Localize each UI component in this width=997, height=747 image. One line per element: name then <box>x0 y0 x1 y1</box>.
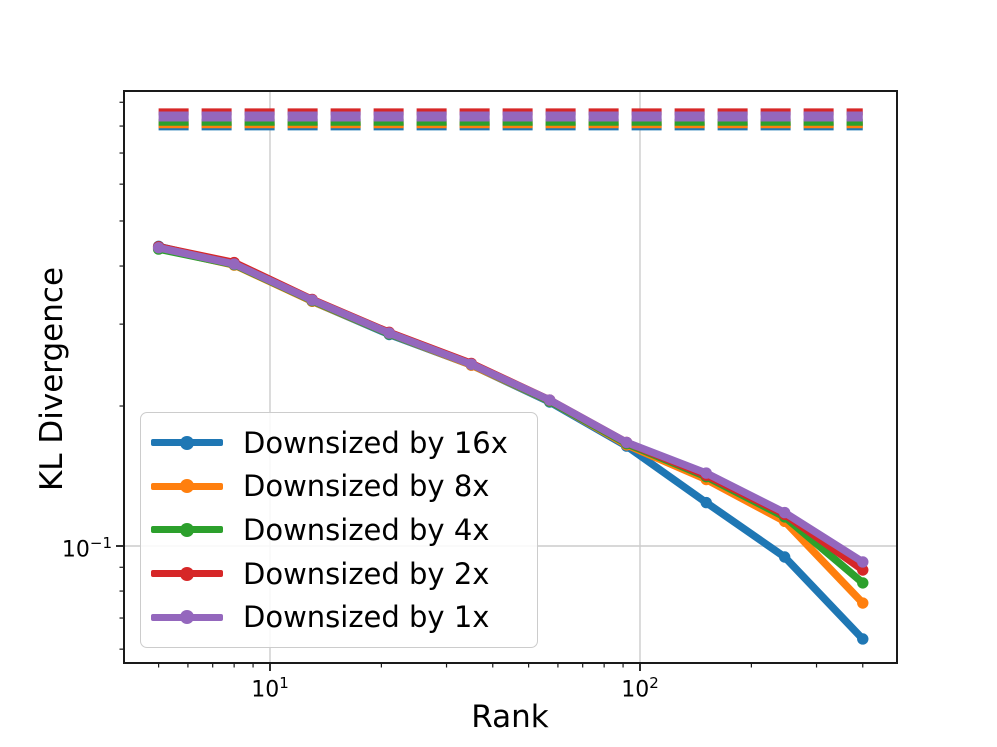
series-marker <box>857 597 869 609</box>
legend-line-swatch <box>151 479 223 494</box>
series-marker <box>778 551 791 563</box>
legend-label: Downsized by 4x <box>243 512 490 547</box>
legend-marker-dot <box>180 479 194 494</box>
series-marker <box>228 258 240 270</box>
y-axis-label: KL Divergence <box>34 266 70 492</box>
series-marker <box>306 294 318 306</box>
y-tick-base: 10 <box>61 537 90 563</box>
x-tick-exponent: 2 <box>649 674 659 692</box>
series-line <box>154 243 867 566</box>
series-marker <box>857 633 869 645</box>
legend-line-swatch <box>151 522 223 537</box>
series-marker <box>465 358 478 370</box>
series-marker <box>857 564 869 576</box>
series-marker <box>152 242 165 254</box>
x-axis-label: Rank <box>471 699 549 735</box>
legend-entry: Downsized by 1x <box>151 600 531 634</box>
legend-marker-dot <box>180 566 194 581</box>
legend-entry: Downsized by 16x <box>151 426 531 460</box>
legend-entry: Downsized by 2x <box>151 557 531 591</box>
legend-label: Downsized by 1x <box>243 600 490 635</box>
legend-line-swatch <box>151 610 223 625</box>
series-marker <box>700 496 712 509</box>
legend-marker-dot <box>180 610 194 625</box>
series-marker <box>700 467 712 479</box>
series-marker <box>383 327 395 339</box>
plot-border <box>123 90 898 664</box>
series-marker <box>543 394 556 406</box>
legend-label: Downsized by 2x <box>243 556 490 591</box>
series-marker <box>857 556 869 568</box>
x-tick-label-100: 102 <box>600 668 680 705</box>
legend: Downsized by 16x Downsized by 8x Downsiz… <box>140 412 538 648</box>
legend-marker-dot <box>180 522 194 537</box>
x-tick-base: 10 <box>251 677 280 703</box>
x-tick-exponent: 1 <box>279 674 289 692</box>
y-tick-label-0.1: 10−1 <box>36 528 112 565</box>
y-tick-exponent: −1 <box>89 534 112 552</box>
series-marker <box>857 577 869 589</box>
legend-label: Downsized by 16x <box>243 425 508 460</box>
legend-label: Downsized by 8x <box>243 469 490 504</box>
series-marker <box>620 436 633 449</box>
x-tick-base: 10 <box>621 677 650 703</box>
legend-entry: Downsized by 8x <box>151 469 531 503</box>
legend-line-swatch <box>151 566 223 581</box>
legend-marker-dot <box>180 435 194 450</box>
legend-entry: Downsized by 4x <box>151 513 531 547</box>
x-tick-label-10: 101 <box>230 668 310 705</box>
series-marker <box>778 506 791 519</box>
legend-line-swatch <box>151 435 223 450</box>
